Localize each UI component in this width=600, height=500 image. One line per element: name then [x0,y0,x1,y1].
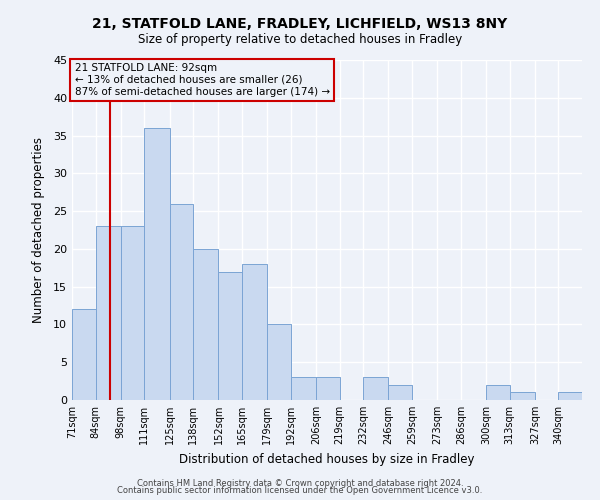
Bar [95,226,121,400]
Text: 21 STATFOLD LANE: 92sqm
← 13% of detached houses are smaller (26)
87% of semi-de: 21 STATFOLD LANE: 92sqm ← 13% of detache… [74,64,329,96]
Text: 21, STATFOLD LANE, FRADLEY, LICHFIELD, WS13 8NY: 21, STATFOLD LANE, FRADLEY, LICHFIELD, W… [92,18,508,32]
Bar [242,264,268,400]
Bar [218,272,242,400]
Bar [291,378,316,400]
Bar [268,324,291,400]
Text: Contains HM Land Registry data © Crown copyright and database right 2024.: Contains HM Land Registry data © Crown c… [137,478,463,488]
Y-axis label: Number of detached properties: Number of detached properties [32,137,44,323]
Text: Size of property relative to detached houses in Fradley: Size of property relative to detached ho… [138,32,462,46]
Bar [388,385,412,400]
Bar [170,204,193,400]
Bar [145,128,170,400]
Bar [316,378,340,400]
Bar [363,378,388,400]
Bar [72,310,95,400]
Text: Contains public sector information licensed under the Open Government Licence v3: Contains public sector information licen… [118,486,482,495]
Bar [121,226,145,400]
Bar [193,249,218,400]
Bar [559,392,582,400]
Bar [486,385,509,400]
Bar [509,392,535,400]
X-axis label: Distribution of detached houses by size in Fradley: Distribution of detached houses by size … [179,452,475,466]
